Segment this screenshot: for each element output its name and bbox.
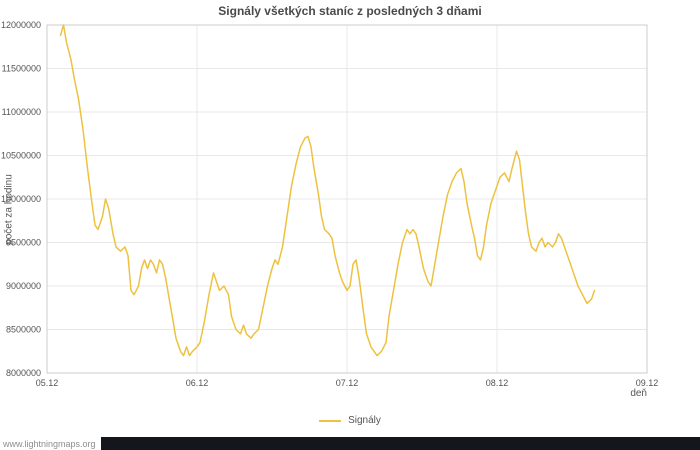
footer: www.lightningmaps.org (0, 437, 700, 450)
y-tick-label: 10000000 (1, 194, 41, 204)
x-tick-label: 09.12 (636, 378, 659, 388)
y-tick-label: 11500000 (2, 64, 41, 74)
y-tick-label: 8000000 (6, 368, 41, 378)
x-tick-label: 07.12 (336, 378, 359, 388)
legend-label: Signály (348, 415, 381, 426)
series-line-signály (59, 24, 596, 357)
y-tick-label: 11000000 (2, 107, 41, 117)
y-tick-label: 10500000 (1, 151, 41, 161)
footer-bar (100, 437, 700, 450)
y-tick-label: 9500000 (6, 238, 41, 248)
footer-link[interactable]: www.lightningmaps.org (3, 438, 96, 449)
x-tick-label: 06.12 (186, 378, 209, 388)
y-tick-label: 8500000 (6, 325, 41, 335)
x-tick-label: 08.12 (486, 378, 509, 388)
legend-line-swatch (319, 419, 342, 422)
y-axis-label: počet za hodinu (3, 174, 15, 245)
y-tick-label: 9000000 (6, 281, 41, 291)
chart-title: Signály všetkých staníc z posledných 3 d… (218, 4, 482, 18)
plot-border (46, 24, 648, 374)
x-axis-label: deň (630, 388, 647, 399)
x-tick-label: 05.12 (36, 378, 59, 388)
y-tick-label: 12000000 (1, 20, 41, 30)
legend: Signály (0, 415, 700, 426)
